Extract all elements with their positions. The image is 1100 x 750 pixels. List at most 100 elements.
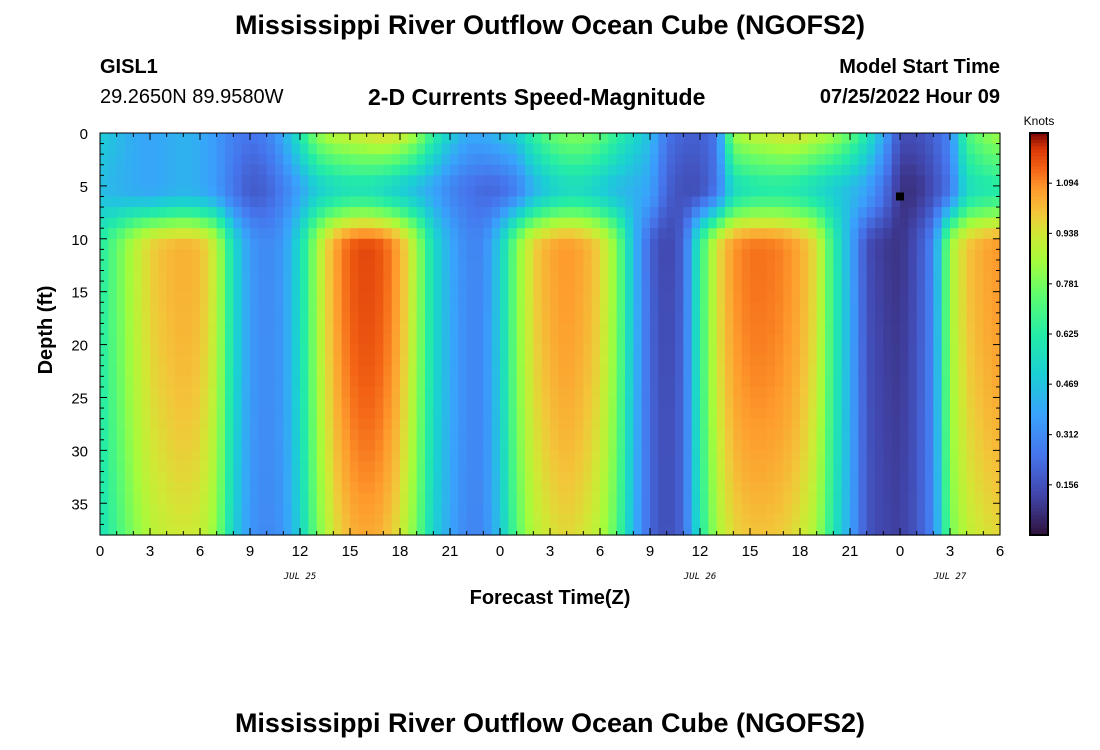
heatmap-cell — [658, 503, 668, 515]
heatmap-cell — [208, 344, 218, 356]
heatmap-cell — [708, 154, 718, 166]
heatmap-cell — [916, 344, 926, 356]
heatmap-cell — [958, 196, 968, 208]
heatmap-cell — [433, 270, 443, 282]
heatmap-cell — [883, 133, 893, 145]
heatmap-cell — [183, 355, 193, 367]
heatmap-cell — [941, 386, 951, 399]
heatmap-cell — [900, 143, 909, 155]
heatmap-cell — [891, 291, 901, 303]
heatmap-cell — [208, 164, 218, 176]
heatmap-cell — [908, 524, 918, 536]
heatmap-cell — [775, 513, 784, 526]
heatmap-cell — [566, 355, 576, 367]
heatmap-cell — [883, 196, 893, 208]
heatmap-cell — [191, 418, 201, 430]
heatmap-cell — [933, 386, 943, 399]
heatmap-cell — [183, 450, 193, 462]
heatmap-cell — [991, 365, 1001, 377]
heatmap-cell — [600, 238, 609, 250]
heatmap-cell — [425, 185, 434, 198]
heatmap-cell — [166, 513, 176, 526]
heatmap-cell — [666, 281, 676, 293]
heatmap-cell — [975, 429, 984, 441]
heatmap-cell — [116, 249, 126, 261]
heatmap-cell — [425, 429, 434, 441]
heatmap-cell — [891, 408, 901, 420]
heatmap-cell — [400, 397, 409, 409]
heatmap-cell — [358, 228, 368, 240]
heatmap-cell — [958, 365, 968, 377]
heatmap-cell — [841, 386, 851, 399]
heatmap-cell — [325, 312, 334, 325]
heatmap-cell — [683, 323, 693, 335]
heatmap-cell — [100, 207, 109, 219]
date-label: JUL 26 — [683, 572, 717, 582]
heatmap-cell — [275, 355, 284, 367]
heatmap-cell — [666, 513, 676, 526]
heatmap-cell — [858, 334, 868, 346]
heatmap-cell — [916, 281, 926, 293]
heatmap-cell — [691, 492, 701, 504]
heatmap-cell — [433, 524, 443, 536]
heatmap-cell — [641, 355, 651, 367]
heatmap-cell — [616, 249, 626, 261]
heatmap-cell — [625, 228, 634, 240]
heatmap-cell — [983, 133, 993, 145]
heatmap-cell — [675, 365, 684, 377]
heatmap-cell — [541, 334, 551, 346]
heatmap-cell — [891, 196, 901, 208]
heatmap-cell — [308, 196, 318, 208]
heatmap-cell — [225, 482, 234, 494]
heatmap-cell — [358, 312, 368, 325]
heatmap-cell — [616, 185, 626, 198]
heatmap-cell — [650, 429, 659, 441]
heatmap-cell — [775, 154, 784, 166]
heatmap-cell — [900, 386, 909, 399]
heatmap-cell — [741, 408, 751, 420]
heatmap-cell — [658, 175, 668, 187]
heatmap-cell — [766, 344, 776, 356]
heatmap-cell — [975, 154, 984, 166]
heatmap-cell — [941, 259, 951, 272]
heatmap-cell — [583, 355, 593, 367]
heatmap-cell — [650, 143, 659, 155]
heatmap-cell — [483, 281, 493, 293]
heatmap-cell — [783, 196, 793, 208]
heatmap-cell — [475, 164, 484, 176]
heatmap-cell — [300, 450, 309, 462]
colorbar-title: Knots — [1024, 114, 1055, 128]
heatmap-cell — [825, 133, 834, 145]
heatmap-cell — [816, 344, 826, 356]
heatmap-cell — [916, 355, 926, 367]
heatmap-cell — [116, 334, 126, 346]
heatmap-cell — [925, 376, 934, 388]
heatmap-cell — [175, 386, 184, 399]
heatmap-cell — [266, 217, 276, 229]
heatmap-cell — [166, 164, 176, 176]
heatmap-cell — [175, 439, 184, 451]
colorbar-segment — [1030, 367, 1048, 372]
heatmap-cell — [466, 312, 476, 325]
heatmap-cell — [525, 439, 534, 451]
heatmap-cell — [600, 429, 609, 441]
heatmap-cell — [358, 397, 368, 409]
heatmap-cell — [200, 291, 209, 303]
colorbar-segment — [1030, 404, 1048, 409]
heatmap-cell — [141, 429, 151, 441]
heatmap-cell — [408, 238, 418, 250]
heatmap-cell — [825, 460, 834, 473]
heatmap-cell — [958, 143, 968, 155]
heatmap-cell — [750, 312, 759, 325]
heatmap-cell — [808, 492, 818, 504]
heatmap-cell — [800, 503, 809, 515]
heatmap-cell — [158, 408, 168, 420]
heatmap-cell — [116, 439, 126, 451]
heatmap-cell — [433, 185, 443, 198]
heatmap-cell — [475, 133, 484, 145]
heatmap-cell — [100, 270, 109, 282]
heatmap-cell — [791, 185, 801, 198]
heatmap-cell — [425, 154, 434, 166]
heatmap-cell — [333, 334, 343, 346]
heatmap-cell — [183, 270, 193, 282]
